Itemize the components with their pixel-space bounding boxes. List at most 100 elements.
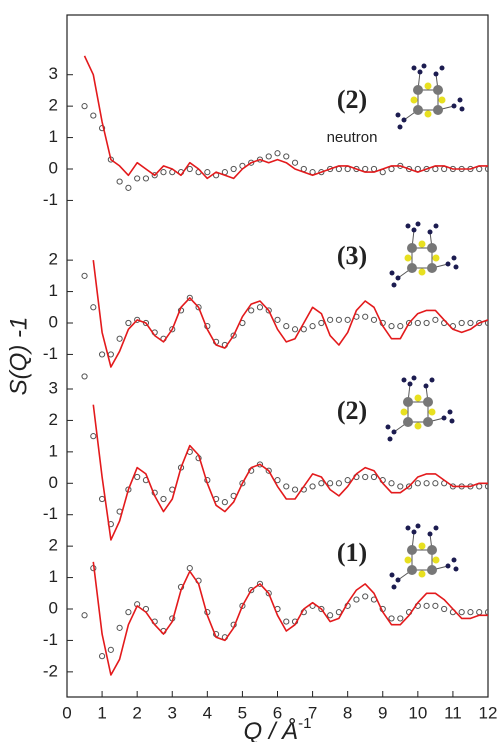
- model-curve: [83, 55, 488, 180]
- data-point: [160, 169, 167, 176]
- data-point: [151, 172, 158, 179]
- y-tick-label: 1: [49, 127, 58, 146]
- x-tick-label: 12: [479, 703, 498, 722]
- data-point: [283, 323, 290, 330]
- data-point: [169, 326, 176, 333]
- x-tick-label: 0: [62, 703, 71, 722]
- y-axis-title: S(Q) -1: [5, 317, 32, 396]
- data-point: [423, 319, 430, 327]
- data-point: [441, 605, 448, 613]
- data-point: [309, 323, 316, 330]
- plot-area: [81, 55, 488, 676]
- data-point: [265, 467, 272, 474]
- data-point: [256, 461, 264, 468]
- data-point: [458, 609, 465, 616]
- y-tick-label: -2: [43, 661, 58, 680]
- data-point: [318, 480, 325, 487]
- data-point: [476, 609, 483, 616]
- y-tick-label: 2: [49, 536, 58, 555]
- data-point: [90, 433, 97, 440]
- data-point: [405, 483, 413, 490]
- molecule-icon: [385, 375, 455, 442]
- panel-label: (2): [337, 396, 367, 425]
- data-point: [265, 590, 272, 597]
- data-point: [309, 483, 316, 490]
- data-point: [107, 351, 114, 358]
- y-tick-label: 1: [49, 441, 58, 460]
- data-point: [327, 316, 334, 323]
- data-point: [283, 483, 290, 490]
- data-point: [134, 316, 141, 323]
- y-tick-label: 1: [49, 281, 58, 300]
- panel-label: (2): [337, 85, 367, 114]
- data-point: [116, 335, 123, 342]
- data-point: [467, 319, 474, 327]
- x-tick-label: 1: [97, 703, 106, 722]
- data-point: [353, 596, 360, 603]
- data-point: [318, 605, 325, 613]
- data-point: [458, 319, 465, 327]
- data-point: [81, 272, 88, 279]
- data-point: [335, 480, 342, 487]
- data-point: [423, 602, 430, 609]
- data-point: [230, 332, 237, 339]
- data-point: [81, 612, 88, 619]
- data-point: [397, 615, 404, 622]
- data-point: [327, 480, 334, 487]
- y-tick-label: 0: [49, 312, 58, 331]
- data-point: [256, 580, 264, 587]
- data-point: [116, 178, 123, 185]
- data-point: [344, 477, 351, 484]
- data-point: [370, 473, 378, 481]
- data-point: [98, 351, 106, 358]
- data-point: [291, 159, 299, 166]
- data-point: [265, 153, 272, 160]
- molecule-icon: [395, 63, 465, 130]
- data-point: [423, 480, 430, 487]
- model-curve: [92, 260, 488, 368]
- data-point: [107, 646, 114, 653]
- x-tick-label: 9: [378, 703, 387, 722]
- data-point: [98, 653, 106, 660]
- data-point: [274, 150, 281, 157]
- x-tick-label: 7: [308, 703, 317, 722]
- data-point: [230, 165, 237, 173]
- data-point: [318, 169, 325, 176]
- molecule-icon: [389, 523, 459, 590]
- y-tick-label: 3: [49, 378, 58, 397]
- data-point: [116, 624, 123, 631]
- data-point: [370, 316, 378, 323]
- data-point: [344, 316, 351, 323]
- x-axis-title-exponent: -1: [298, 715, 311, 732]
- data-point: [432, 602, 439, 609]
- data-point: [125, 609, 132, 616]
- data-point: [256, 304, 264, 311]
- data-point: [388, 615, 395, 622]
- data-point: [353, 165, 360, 173]
- x-tick-label: 3: [168, 703, 177, 722]
- x-tick-label: 2: [132, 703, 141, 722]
- x-tick-label: 6: [273, 703, 282, 722]
- data-point: [291, 326, 299, 333]
- panel-label: (3): [337, 241, 367, 270]
- data-point: [195, 304, 202, 311]
- molecule-icon: [389, 221, 459, 288]
- data-point: [432, 316, 439, 323]
- data-point: [362, 313, 369, 320]
- data-point: [81, 103, 88, 110]
- data-point: [327, 612, 334, 619]
- data-point: [239, 602, 246, 609]
- panel-note: neutron: [327, 129, 378, 146]
- data-point: [283, 153, 290, 160]
- y-tick-label: 0: [49, 598, 58, 617]
- data-point: [476, 319, 483, 327]
- x-tick-label: 11: [444, 703, 462, 722]
- data-point: [291, 486, 299, 493]
- data-point: [98, 125, 106, 132]
- x-axis-title-text: Q / Å: [243, 717, 298, 742]
- data-point: [432, 480, 439, 487]
- data-point: [239, 480, 246, 487]
- x-tick-label: 4: [203, 703, 212, 722]
- x-axis-title: Q / Å-1: [243, 715, 311, 742]
